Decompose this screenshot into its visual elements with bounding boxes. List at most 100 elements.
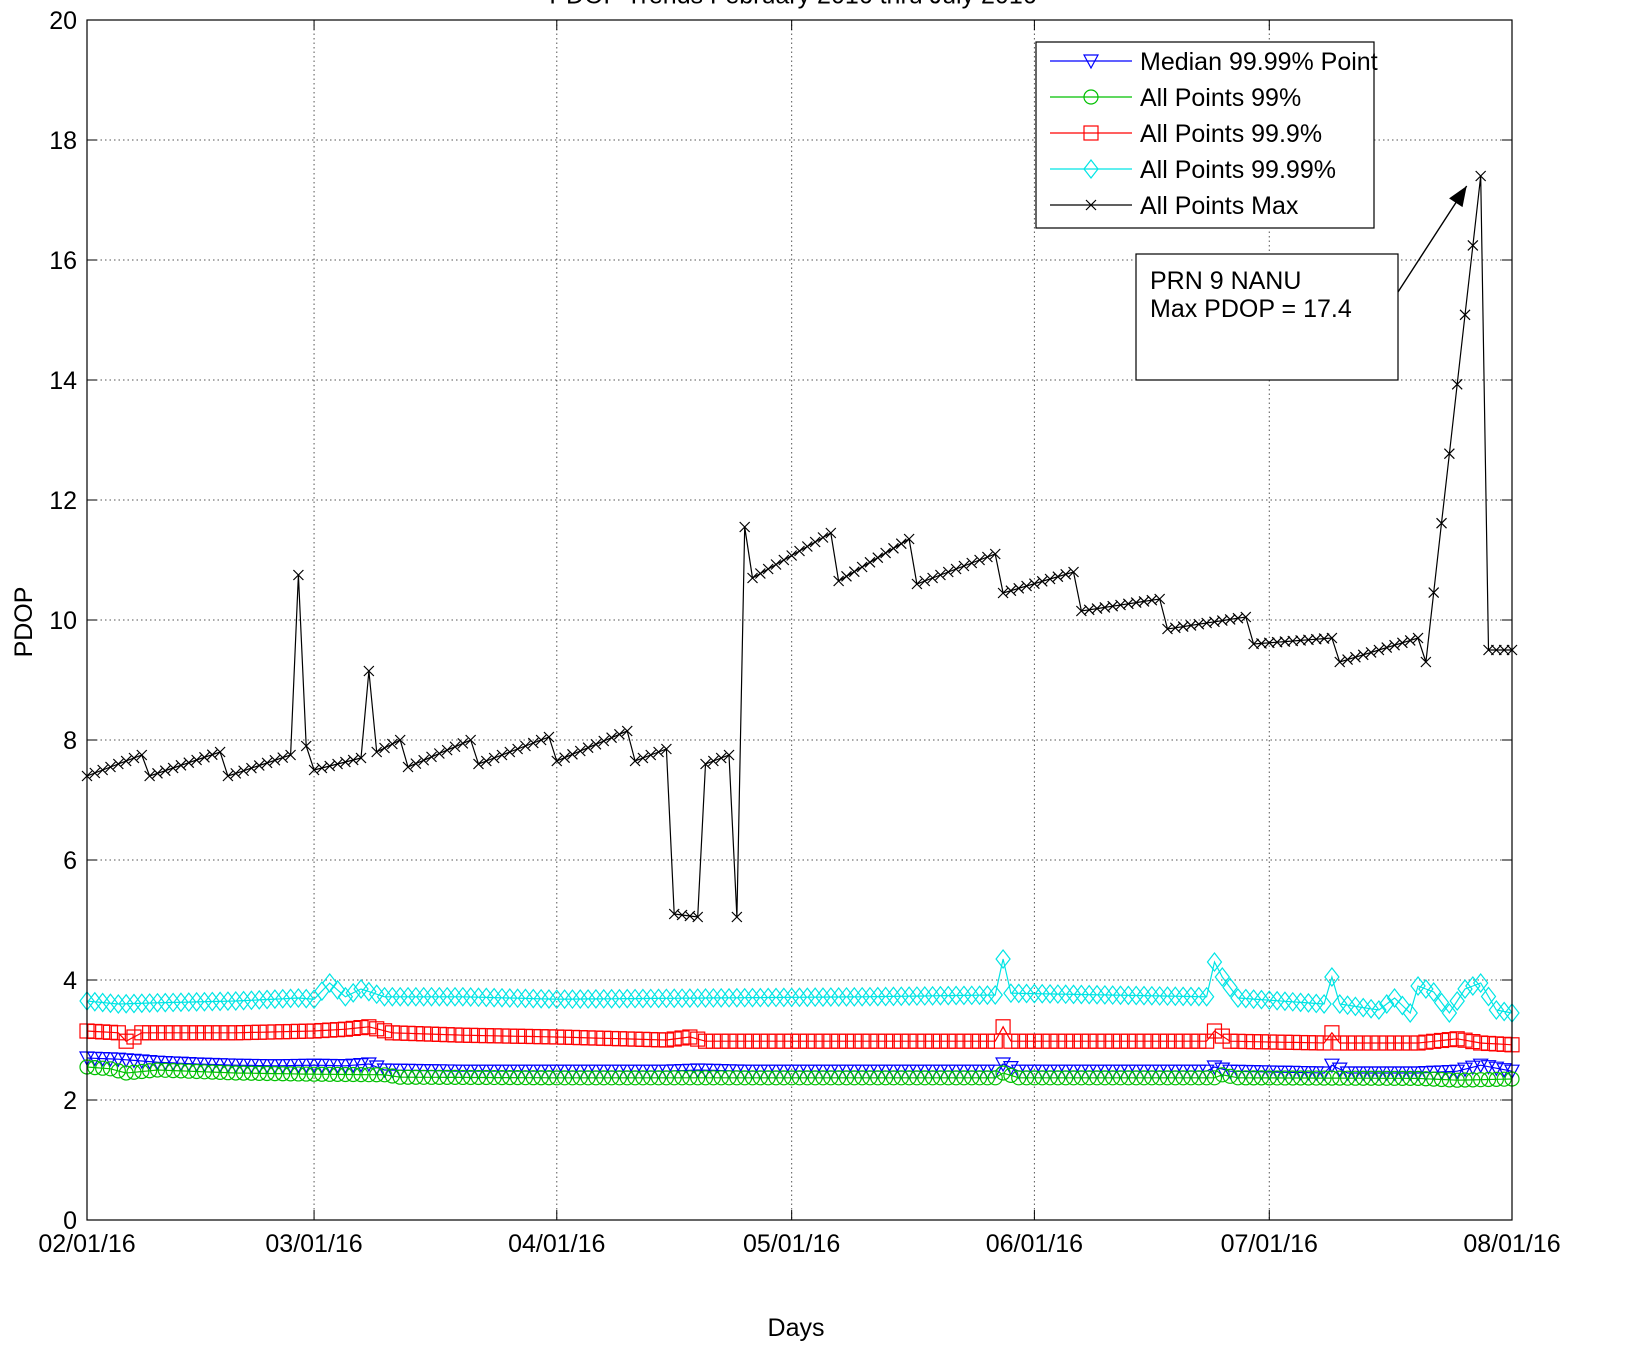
data-point <box>1457 979 1473 999</box>
annotation-arrow <box>1397 185 1468 293</box>
data-point <box>488 752 500 764</box>
data-point <box>1175 1070 1191 1086</box>
data-point <box>831 1033 847 1049</box>
data-point <box>1144 1033 1160 1049</box>
data-point <box>157 1025 173 1041</box>
data-point <box>418 754 430 766</box>
data-point <box>1230 988 1246 1008</box>
data-point <box>1363 1070 1379 1086</box>
data-point <box>627 1031 643 1047</box>
data-point <box>1120 1070 1136 1086</box>
data-point <box>441 744 453 756</box>
data-point <box>940 1033 956 1049</box>
data-point <box>1011 1033 1027 1049</box>
data-point <box>580 1030 596 1046</box>
data-point <box>275 1024 291 1040</box>
data-point <box>1498 644 1510 656</box>
data-point <box>823 1033 839 1049</box>
data-point <box>314 1066 330 1082</box>
data-point <box>942 566 954 578</box>
data-point <box>337 1021 353 1037</box>
data-point <box>1316 1066 1333 1082</box>
data-point <box>243 1024 260 1041</box>
data-point <box>384 986 401 1007</box>
data-point <box>1308 1070 1324 1086</box>
series-all-points-99-9- <box>79 1019 1520 1053</box>
data-point <box>394 734 406 746</box>
data-point <box>784 1070 800 1086</box>
data-point <box>1026 1070 1042 1086</box>
data-point <box>1441 1032 1457 1048</box>
data-point <box>462 987 479 1007</box>
data-point <box>619 1031 635 1047</box>
data-point <box>189 1063 205 1080</box>
data-point <box>439 1069 455 1085</box>
annotation-line-1: PRN 9 NANU <box>1150 267 1301 295</box>
data-point <box>1081 1070 1097 1086</box>
y-tick-label: 14 <box>49 367 77 395</box>
data-point <box>1355 1070 1371 1086</box>
data-point <box>95 1060 111 1076</box>
data-point <box>629 755 641 767</box>
data-point <box>1300 1070 1317 1086</box>
data-point <box>1034 983 1050 1004</box>
legend: Median 99.99% Point All Points 99% All Poi… <box>1035 41 1378 229</box>
data-point <box>846 1033 862 1049</box>
data-point <box>948 1033 964 1049</box>
data-point <box>830 987 847 1007</box>
data-point <box>799 987 816 1008</box>
data-point <box>292 569 304 581</box>
data-point <box>520 740 531 752</box>
data-point <box>596 1030 612 1046</box>
data-point <box>1003 1033 1019 1049</box>
data-point <box>277 752 289 764</box>
data-point <box>948 1070 964 1086</box>
data-point <box>504 746 516 758</box>
data-point <box>329 1066 346 1083</box>
data-point <box>259 1024 275 1040</box>
data-point <box>196 1025 213 1041</box>
data-point <box>1112 985 1129 1006</box>
data-point <box>650 1070 667 1086</box>
data-point <box>1410 1070 1426 1087</box>
data-point <box>901 1033 917 1049</box>
y-tick-label: 16 <box>49 247 77 275</box>
data-point <box>1480 1035 1497 1052</box>
data-point <box>1222 1068 1238 1084</box>
data-point <box>455 1027 471 1043</box>
tick-marks <box>86 19 1513 1221</box>
data-point <box>1105 1070 1121 1086</box>
data-point <box>1496 1036 1512 1052</box>
data-point <box>956 985 972 1006</box>
data-point <box>635 988 651 1009</box>
data-point <box>621 725 633 737</box>
data-point <box>979 1070 996 1086</box>
data-point <box>674 1030 690 1046</box>
data-point <box>557 1070 573 1086</box>
data-point <box>149 1062 166 1078</box>
data-point <box>995 1019 1011 1035</box>
data-point <box>791 987 808 1008</box>
legend-marker <box>1083 125 1099 141</box>
data-point <box>1021 580 1032 592</box>
data-point <box>1065 984 1082 1005</box>
data-point <box>298 988 314 1009</box>
data-point <box>423 986 440 1007</box>
x-tick-label: 03/01/16 <box>265 1230 362 1258</box>
data-point <box>690 1031 706 1047</box>
data-point <box>321 973 338 993</box>
data-point <box>784 1033 800 1049</box>
data-point <box>549 989 565 1010</box>
data-point <box>1347 1035 1364 1051</box>
data-point <box>1214 1067 1230 1083</box>
data-point <box>582 742 594 754</box>
data-point <box>149 1025 166 1041</box>
data-point <box>1269 1070 1285 1086</box>
data-point <box>165 1025 181 1041</box>
data-point <box>1028 578 1040 590</box>
data-point <box>502 988 518 1008</box>
data-point <box>1013 582 1025 594</box>
data-point <box>950 563 962 575</box>
data-point <box>580 988 596 1009</box>
data-point <box>465 734 477 746</box>
